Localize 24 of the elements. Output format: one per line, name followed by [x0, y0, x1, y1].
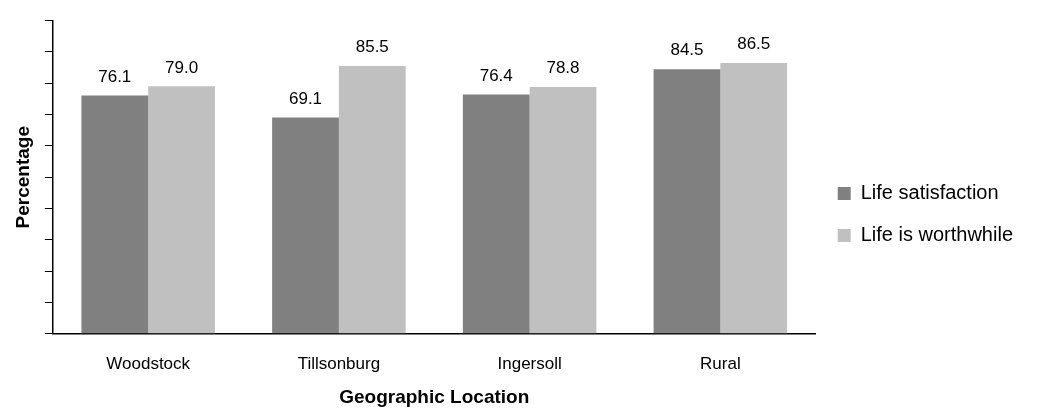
- data-label: 85.5: [355, 37, 389, 57]
- data-label: 76.4: [479, 65, 513, 85]
- data-label: 86.5: [737, 34, 771, 54]
- bar: [272, 117, 339, 334]
- x-tick-label: Rural: [700, 353, 741, 373]
- data-label: 84.5: [670, 40, 704, 60]
- bar: [462, 94, 530, 334]
- legend-label: Life satisfaction: [860, 181, 999, 204]
- y-axis-title: Percentage: [11, 125, 33, 229]
- x-tick-label: Woodstock: [106, 353, 191, 373]
- data-label: 79.0: [165, 57, 199, 77]
- legend-label: Life is worthwhile: [860, 223, 1014, 246]
- bar: [529, 87, 597, 334]
- data-label: 69.1: [288, 88, 323, 108]
- bar: [338, 66, 406, 334]
- data-label: 76.1: [98, 66, 132, 86]
- bar: [81, 95, 149, 334]
- data-label: 78.8: [546, 58, 580, 78]
- x-axis-title: Geographic Location: [339, 385, 530, 407]
- x-tick-label: Tillsonburg: [297, 353, 381, 373]
- bar: [720, 62, 788, 334]
- x-tick-label: Ingersoll: [497, 353, 562, 373]
- bar: [148, 86, 215, 334]
- bar: [653, 69, 721, 334]
